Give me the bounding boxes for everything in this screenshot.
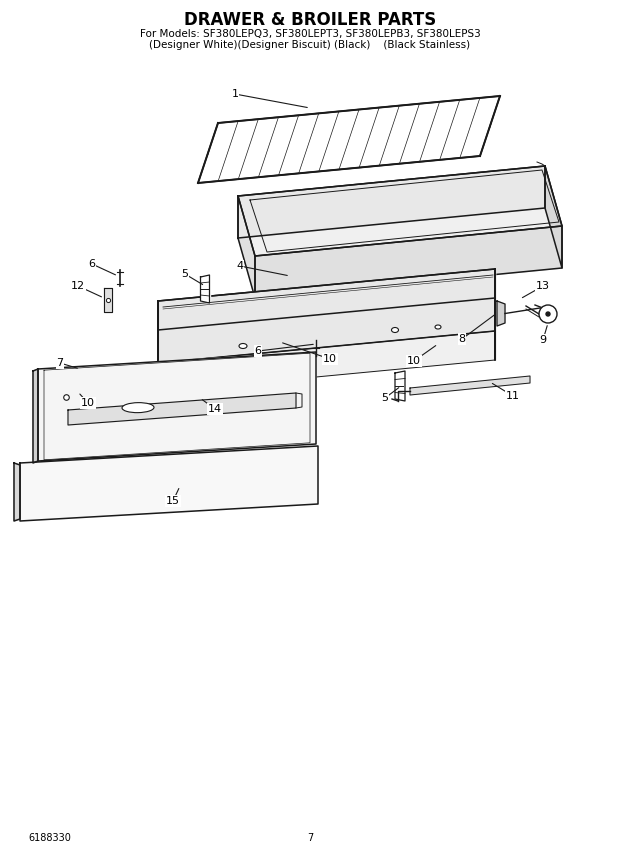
Text: 7: 7	[56, 358, 64, 368]
Polygon shape	[238, 166, 545, 238]
Text: 15: 15	[166, 496, 180, 506]
Text: 4: 4	[236, 261, 244, 271]
Text: 10: 10	[81, 398, 95, 408]
Text: (Designer White)(Designer Biscuit) (Black)    (Black Stainless): (Designer White)(Designer Biscuit) (Blac…	[149, 40, 471, 50]
Polygon shape	[200, 277, 210, 301]
Polygon shape	[395, 373, 405, 399]
Text: 10: 10	[407, 356, 421, 366]
Polygon shape	[104, 288, 112, 312]
Text: 14: 14	[208, 404, 222, 414]
Polygon shape	[497, 301, 505, 326]
Text: 9: 9	[539, 335, 547, 345]
Polygon shape	[38, 352, 316, 461]
Text: 13: 13	[536, 281, 550, 291]
Polygon shape	[33, 369, 38, 463]
Text: 6: 6	[254, 346, 262, 356]
Ellipse shape	[435, 325, 441, 329]
Polygon shape	[545, 166, 562, 268]
Ellipse shape	[239, 343, 247, 348]
Polygon shape	[410, 376, 530, 395]
Text: 8: 8	[458, 334, 466, 344]
Polygon shape	[158, 269, 495, 363]
Text: For Models: SF380LEPQ3, SF380LEPT3, SF380LEPB3, SF380LEPS3: For Models: SF380LEPQ3, SF380LEPT3, SF38…	[140, 29, 480, 39]
Polygon shape	[158, 331, 495, 392]
Ellipse shape	[122, 402, 154, 413]
Text: 6: 6	[89, 259, 95, 269]
Polygon shape	[238, 166, 562, 256]
Text: 1: 1	[231, 89, 239, 99]
Polygon shape	[14, 463, 20, 521]
Text: 6188330: 6188330	[28, 833, 71, 843]
Polygon shape	[158, 269, 495, 330]
Text: 5: 5	[182, 269, 188, 279]
Text: 12: 12	[71, 281, 85, 291]
Polygon shape	[198, 96, 500, 183]
Polygon shape	[255, 226, 562, 298]
Polygon shape	[68, 393, 296, 425]
Polygon shape	[20, 446, 318, 521]
Text: DRAWER & BROILER PARTS: DRAWER & BROILER PARTS	[184, 11, 436, 29]
Text: 10: 10	[323, 354, 337, 364]
Polygon shape	[238, 196, 255, 298]
Ellipse shape	[391, 328, 399, 332]
Text: 5: 5	[381, 393, 389, 403]
Text: 7: 7	[307, 833, 313, 843]
Circle shape	[546, 312, 550, 316]
Text: 11: 11	[506, 391, 520, 401]
Circle shape	[539, 305, 557, 323]
